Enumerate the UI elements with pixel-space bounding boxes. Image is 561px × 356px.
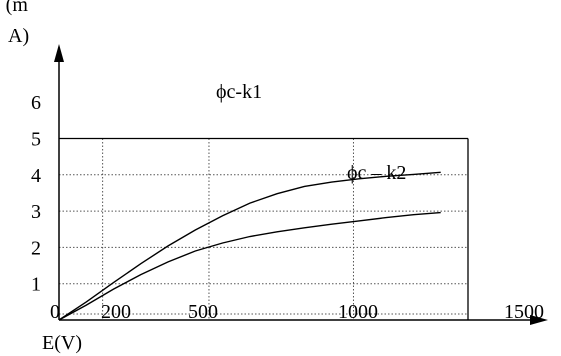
x-tick-label: 500	[188, 301, 218, 323]
x-tick-label: 200	[101, 301, 131, 323]
y-axis-arrow	[54, 44, 64, 62]
y-axis-label-line-2: A)	[8, 25, 29, 47]
grid	[59, 138, 468, 320]
series-lines	[58, 171, 441, 321]
y-tick-label: 4	[31, 165, 41, 187]
y-tick-label: 5	[31, 129, 41, 151]
y-tick-label: 1	[31, 274, 41, 296]
y-axis-label-line-1: I (m	[0, 0, 28, 16]
y-tick-label: 3	[31, 201, 41, 223]
x-axis-label: E(V)	[42, 332, 82, 354]
x-tick-label: 1500	[504, 301, 544, 323]
series-label-1: ϕc-k1	[216, 81, 262, 103]
series-label-2: ϕc – k2	[347, 162, 406, 184]
labels: 1 2 3 4 5 6 200 500 1000 1500 0 I (m A) E(V) ϕc-k1 ϕc –…	[0, 0, 544, 354]
origin-label: 0	[50, 301, 60, 323]
axes	[54, 44, 548, 325]
series-line-2	[58, 211, 441, 321]
y-tick-label: 2	[31, 237, 41, 259]
y-tick-label: 6	[31, 92, 41, 114]
x-axis-arrow	[530, 315, 548, 325]
series-line-1	[58, 171, 441, 321]
x-tick-label: 1000	[338, 301, 378, 323]
